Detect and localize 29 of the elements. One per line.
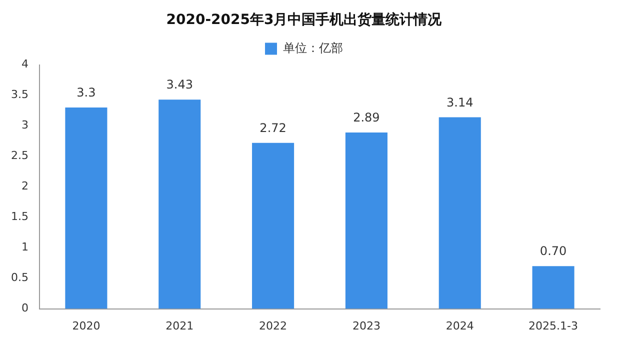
data-label: 3.3: [76, 86, 96, 100]
x-tick-label: 2024: [446, 319, 474, 332]
x-tick-label: 2020: [72, 319, 100, 332]
y-tick-label: 0.5: [10, 271, 28, 284]
x-tick-label: 2025.1-3: [528, 319, 578, 332]
bar: [438, 117, 481, 309]
y-tick-label: 1: [21, 240, 28, 254]
chart-title: 2020-2025年3月中国手机出货量统计情况: [166, 11, 443, 28]
y-tick-label: 4: [21, 58, 28, 71]
data-label: 2.89: [353, 110, 380, 125]
bar: [532, 266, 574, 309]
x-tick-label: 2023: [352, 319, 380, 332]
y-tick-label: 2.5: [10, 149, 28, 162]
x-tick-label: 2022: [259, 319, 288, 332]
data-label: 0.70: [540, 244, 567, 258]
bar: [65, 108, 108, 309]
y-tick-label: 3: [21, 118, 28, 132]
data-label: 2.72: [260, 121, 286, 136]
data-label: 3.43: [166, 78, 193, 92]
y-tick-label: 2: [21, 180, 28, 193]
x-tick-label: 2021: [166, 319, 194, 332]
bar: [345, 132, 388, 309]
y-tick-label: 3.5: [10, 88, 28, 102]
legend-label: 单位：亿部: [283, 40, 343, 55]
bar: [158, 100, 201, 309]
y-tick-label: 0: [21, 302, 28, 315]
y-tick-label: 1.5: [10, 210, 28, 224]
bar: [252, 142, 294, 309]
data-label: 3.14: [446, 95, 474, 110]
